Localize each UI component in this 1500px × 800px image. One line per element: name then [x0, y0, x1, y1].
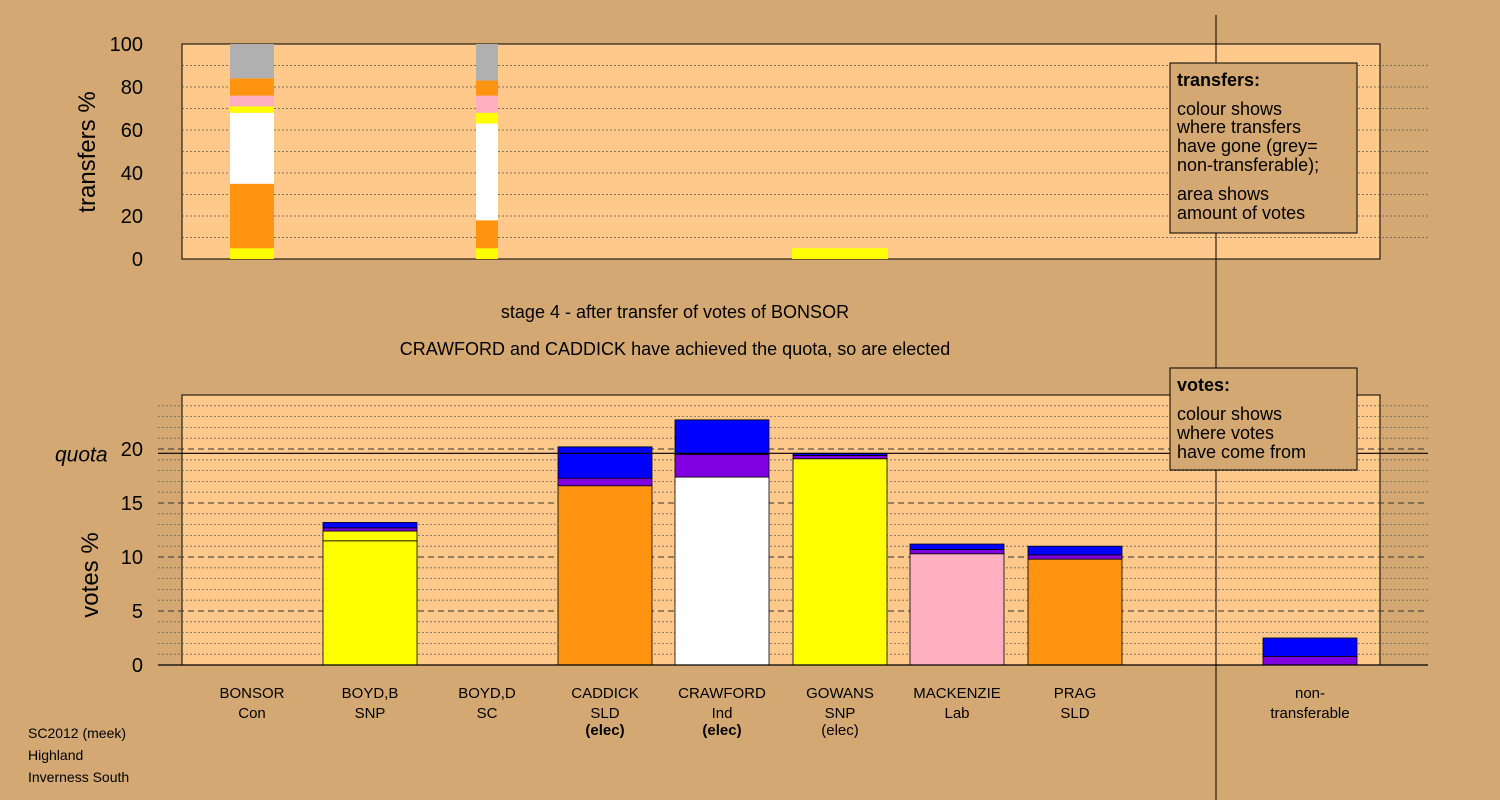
legend-transfers-line: where transfers	[1176, 117, 1301, 137]
y-tick-label: 10	[121, 547, 143, 569]
y-axis-label: transfers %	[74, 91, 101, 212]
vote-segment	[557, 485, 653, 666]
elected-note: CRAWFORD and CADDICK have achieved the q…	[400, 339, 951, 359]
transfer-segment	[230, 183, 274, 249]
candidate-name: PRAG	[1054, 685, 1097, 702]
transfer-segment	[230, 78, 274, 96]
transfer-segment	[792, 248, 888, 259]
candidate-name: BONSOR	[219, 685, 284, 702]
candidate-party: Lab	[944, 705, 969, 722]
vote-segment	[674, 476, 770, 666]
footer-line: Inverness South	[28, 769, 129, 785]
transfer-segment	[476, 44, 498, 81]
vote-segment	[909, 543, 1005, 550]
candidate-name: CRAWFORD	[678, 685, 766, 702]
candidate-name: BOYD,B	[342, 685, 399, 702]
vote-segment	[557, 446, 653, 479]
vote-segment	[322, 527, 418, 532]
y-tick-label: 5	[132, 601, 143, 623]
transfer-segment	[476, 80, 498, 96]
transfer-segment	[476, 123, 498, 221]
legend-votes-line: where votes	[1176, 423, 1274, 443]
legend-transfers-line: amount of votes	[1177, 203, 1305, 223]
y-tick-label: 20	[121, 206, 143, 228]
y-tick-label: 0	[132, 655, 143, 677]
y-axis-label: votes %	[77, 532, 104, 617]
vote-segment	[909, 553, 1005, 666]
vote-segment	[322, 530, 418, 542]
footer-line: Highland	[28, 747, 83, 763]
vote-segment	[322, 540, 418, 666]
vote-segment	[674, 453, 770, 478]
y-tick-label: 15	[121, 493, 143, 515]
candidate-status: (elec)	[821, 722, 859, 739]
vote-segment	[1027, 545, 1123, 556]
candidate-name: transferable	[1270, 705, 1349, 722]
candidate-status: (elec)	[702, 722, 741, 739]
candidate-name: GOWANS	[806, 685, 874, 702]
legend-transfers-line: non-transferable);	[1177, 155, 1319, 175]
candidate-party: SC	[477, 705, 498, 722]
y-tick-label: 100	[110, 34, 143, 56]
legend-votes-title: votes:	[1177, 375, 1230, 395]
candidate-party: SNP	[825, 705, 856, 722]
stage-heading: stage 4 - after transfer of votes of BON…	[501, 302, 849, 322]
candidate-party: Ind	[712, 705, 733, 722]
vote-segment	[1027, 554, 1123, 560]
vote-segment	[322, 522, 418, 529]
vote-segment	[1262, 655, 1358, 666]
candidate-party: SNP	[355, 705, 386, 722]
transfer-segment	[230, 106, 274, 113]
legend-transfers-line: colour shows	[1177, 99, 1282, 119]
candidate-name: non-	[1295, 685, 1325, 702]
y-tick-label: 60	[121, 120, 143, 142]
candidate-name: CADDICK	[571, 685, 639, 702]
vote-segment	[674, 419, 770, 455]
candidate-party: SLD	[590, 705, 619, 722]
footer: SC2012 (meek) Highland Inverness South	[28, 725, 129, 785]
transfer-segment	[476, 95, 498, 113]
legend-votes-line: have come from	[1177, 442, 1306, 462]
quota-label: quota	[55, 443, 108, 466]
vote-segment	[1027, 558, 1123, 666]
y-tick-label: 20	[121, 439, 143, 461]
transfer-segment	[230, 248, 274, 259]
legend-votes: votes: colour shows where votes have com…	[1169, 367, 1358, 471]
y-tick-label: 80	[121, 77, 143, 99]
vote-segment	[1262, 637, 1358, 657]
transfer-segment	[476, 112, 498, 124]
transfer-segment	[476, 220, 498, 249]
legend-transfers: transfers: colour shows where transfers …	[1169, 62, 1358, 234]
legend-transfers-line: area shows	[1177, 184, 1269, 204]
candidate-name: BOYD,D	[458, 685, 516, 702]
transfer-segment	[230, 95, 274, 107]
transfer-segment	[230, 112, 274, 184]
candidate-labels: BONSORConBOYD,BSNPBOYD,DSCCADDICKSLD(ele…	[219, 685, 1349, 739]
legend-transfers-title: transfers:	[1177, 70, 1260, 90]
y-tick-label: 40	[121, 163, 143, 185]
candidate-party: SLD	[1060, 705, 1089, 722]
vote-segment	[909, 549, 1005, 555]
vote-segment	[792, 458, 888, 666]
footer-line: SC2012 (meek)	[28, 725, 126, 741]
vote-segment	[557, 477, 653, 487]
candidate-name: MACKENZIE	[913, 685, 1001, 702]
candidate-party: Con	[238, 705, 266, 722]
transfer-segment	[230, 44, 274, 79]
vote-segment	[792, 455, 888, 460]
candidate-status: (elec)	[585, 722, 624, 739]
legend-votes-line: colour shows	[1177, 404, 1282, 424]
legend-transfers-line: have gone (grey=	[1177, 136, 1318, 156]
transfer-segment	[476, 248, 498, 259]
y-tick-label: 0	[132, 249, 143, 271]
